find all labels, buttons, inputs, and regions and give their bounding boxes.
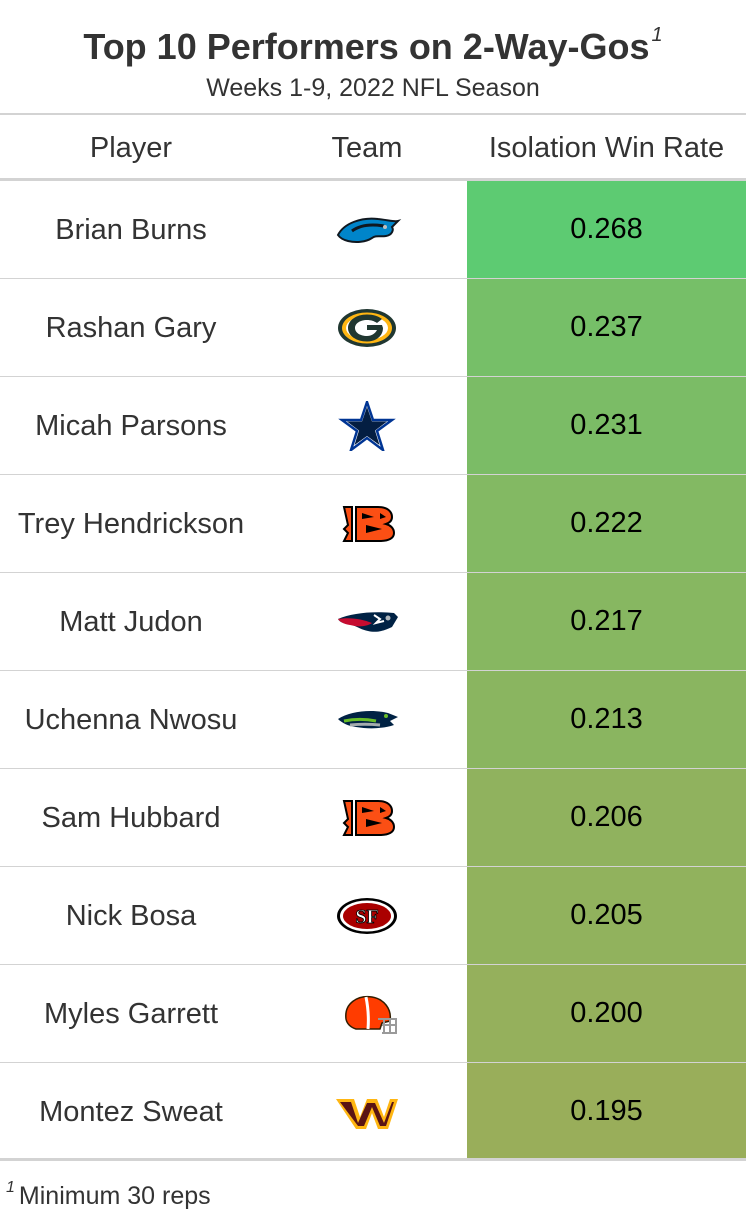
win-rate-cell: 0.231: [467, 377, 746, 474]
win-rate-cell: 0.195: [467, 1063, 746, 1160]
table-row: Uchenna Nwosu 0.213: [0, 671, 746, 769]
packers-logo-icon: [322, 303, 412, 353]
body-bottom-rule: [0, 1158, 746, 1161]
table-row: Montez Sweat 0.195: [0, 1063, 746, 1161]
player-name: Montez Sweat: [39, 1096, 223, 1128]
header-bottom-rule: [0, 178, 746, 181]
title-footnote-mark: 1: [651, 24, 663, 46]
row-divider: [0, 376, 746, 377]
header-top-rule: [0, 113, 746, 115]
win-rate-cell: 0.205: [467, 867, 746, 964]
table-row: Sam Hubbard 0.206: [0, 769, 746, 867]
win-rate-cell: 0.217: [467, 573, 746, 670]
column-header-player: Player: [89, 132, 173, 164]
browns-logo-icon: [322, 989, 412, 1039]
player-name: Trey Hendrickson: [17, 508, 245, 540]
row-divider: [0, 670, 746, 671]
player-name: Sam Hubbard: [41, 802, 221, 834]
cowboys-logo-icon: [322, 401, 412, 451]
player-name: Rashan Gary: [45, 312, 217, 344]
bengals-logo-icon: [322, 499, 412, 549]
player-name: Uchenna Nwosu: [24, 704, 238, 736]
win-rate-cell: 0.213: [467, 671, 746, 768]
49ers-logo-icon: SF: [322, 891, 412, 941]
win-rate-cell: 0.222: [467, 475, 746, 572]
panthers-logo-icon: [322, 205, 412, 255]
win-rate-cell: 0.206: [467, 769, 746, 866]
table-row: Micah Parsons 0.231: [0, 377, 746, 475]
player-name: Micah Parsons: [35, 410, 227, 442]
column-header-team: Team: [331, 132, 403, 164]
row-divider: [0, 278, 746, 279]
table-row: Nick Bosa SF 0.205: [0, 867, 746, 965]
table-subtitle: Weeks 1-9, 2022 NFL Season: [206, 74, 540, 102]
row-divider: [0, 474, 746, 475]
win-rate-cell: 0.237: [467, 279, 746, 376]
player-name: Brian Burns: [55, 214, 207, 246]
player-name: Myles Garrett: [43, 998, 219, 1030]
row-divider: [0, 1062, 746, 1063]
player-name: Matt Judon: [59, 606, 203, 638]
row-divider: [0, 964, 746, 965]
seahawks-logo-icon: [322, 695, 412, 745]
table-title: Top 10 Performers on 2-Way-Gos 1: [0, 10, 746, 72]
player-name: Nick Bosa: [65, 900, 197, 932]
table-row: Rashan Gary 0.237: [0, 279, 746, 377]
win-rate-cell: 0.200: [467, 965, 746, 1062]
row-divider: [0, 768, 746, 769]
table-row: Trey Hendrickson 0.222: [0, 475, 746, 573]
win-rate-cell: 0.268: [467, 181, 746, 278]
footnote-text: Minimum 30 reps: [18, 1182, 211, 1210]
svg-text:SF: SF: [355, 906, 378, 928]
table-row: Myles Garrett 0.200: [0, 965, 746, 1063]
title-text: Top 10 Performers on 2-Way-Gos: [83, 26, 650, 67]
patriots-logo-icon: [322, 597, 412, 647]
row-divider: [0, 866, 746, 867]
row-divider: [0, 572, 746, 573]
bengals-logo-icon: [322, 793, 412, 843]
footnote-mark: 1: [6, 1179, 15, 1196]
table-row: Brian Burns 0.268: [0, 181, 746, 279]
table-footnote: 1 Minimum 30 reps: [6, 1168, 211, 1216]
commanders-logo-icon: [322, 1087, 412, 1137]
column-header-rate: Isolation Win Rate: [488, 132, 725, 164]
table-row: Matt Judon 0.217: [0, 573, 746, 671]
